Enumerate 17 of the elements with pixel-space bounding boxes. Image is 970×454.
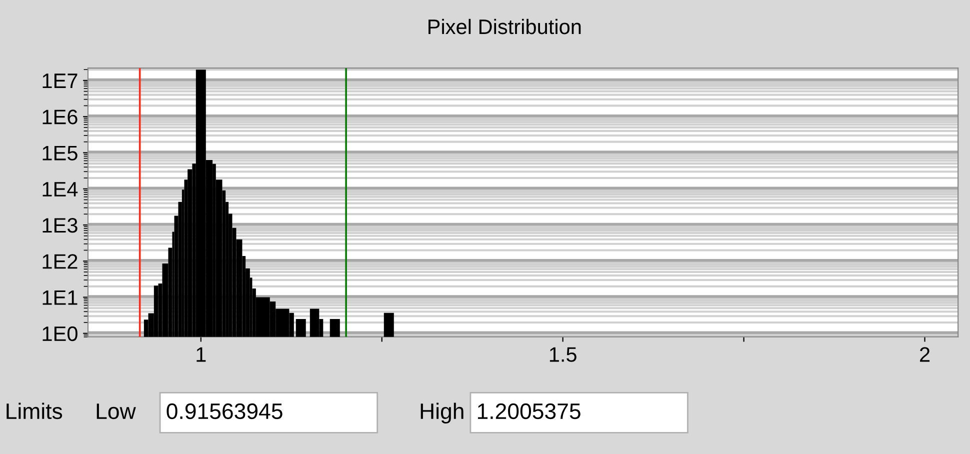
chart-title: Pixel Distribution xyxy=(428,18,581,34)
y-tick-label: 1E4 xyxy=(42,182,78,196)
y-tick-label: 1E7 xyxy=(42,74,78,88)
y-tick-label: 1E3 xyxy=(42,218,78,233)
x-tick-label: 1.5 xyxy=(550,347,576,362)
x-tick-label: 1 xyxy=(196,347,206,362)
text: Limits xyxy=(6,402,62,420)
x-tick-label: 2 xyxy=(920,347,930,362)
y-tick-label: 1E2 xyxy=(42,254,78,269)
y-tick-label: 1E0 xyxy=(42,326,78,342)
y-tick-label: 1E1 xyxy=(42,290,78,305)
y-tick-label: 1E5 xyxy=(42,146,78,160)
text: 0.91563945 xyxy=(166,403,282,420)
y-tick-label: 1E6 xyxy=(42,110,78,124)
text: High xyxy=(420,402,464,424)
text: 1.2005375 xyxy=(478,403,580,420)
text: Low xyxy=(96,404,136,420)
